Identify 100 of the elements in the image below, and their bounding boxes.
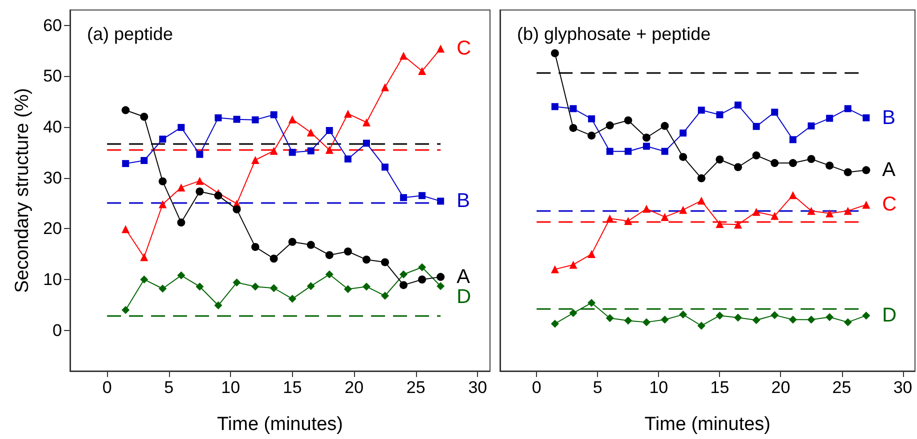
point bbox=[606, 214, 614, 222]
point bbox=[771, 108, 778, 116]
x-tick-label: 10 bbox=[649, 378, 668, 397]
point bbox=[177, 218, 186, 227]
x-tick-label: 30 bbox=[893, 378, 912, 397]
point bbox=[362, 256, 370, 264]
series-label: C bbox=[882, 194, 897, 216]
point bbox=[270, 146, 278, 155]
point bbox=[679, 152, 688, 161]
point bbox=[381, 83, 389, 92]
point bbox=[679, 206, 688, 214]
point bbox=[233, 116, 240, 123]
point bbox=[826, 114, 834, 122]
point bbox=[418, 263, 426, 272]
point bbox=[344, 248, 352, 256]
point bbox=[788, 191, 797, 200]
point bbox=[177, 183, 186, 192]
point bbox=[770, 212, 779, 220]
point bbox=[569, 260, 578, 269]
point bbox=[826, 313, 834, 322]
point bbox=[624, 148, 632, 155]
point bbox=[770, 311, 779, 320]
x-axis-title: Time (minutes) bbox=[217, 414, 343, 435]
point bbox=[716, 155, 724, 164]
point bbox=[788, 316, 797, 324]
x-tick-label: 20 bbox=[771, 378, 790, 397]
point bbox=[588, 132, 596, 140]
point bbox=[734, 102, 742, 109]
point bbox=[588, 298, 596, 307]
point bbox=[788, 159, 797, 168]
point bbox=[140, 157, 148, 164]
point bbox=[122, 225, 130, 234]
point bbox=[437, 198, 444, 205]
point bbox=[325, 251, 334, 260]
point bbox=[588, 115, 596, 122]
point bbox=[400, 281, 408, 290]
point bbox=[232, 278, 241, 287]
point bbox=[251, 242, 260, 251]
point bbox=[734, 163, 742, 172]
x-tick-label: 25 bbox=[406, 378, 426, 397]
point bbox=[606, 148, 614, 155]
point bbox=[679, 310, 688, 319]
point bbox=[270, 254, 278, 263]
point bbox=[178, 124, 185, 131]
point bbox=[140, 275, 148, 284]
point bbox=[807, 206, 816, 215]
y-tick-label: 20 bbox=[43, 219, 62, 238]
point bbox=[232, 205, 241, 214]
point bbox=[288, 238, 296, 246]
point bbox=[400, 194, 408, 202]
point bbox=[569, 124, 578, 132]
point bbox=[122, 160, 130, 168]
point bbox=[752, 208, 760, 216]
point bbox=[122, 306, 130, 314]
x-tick-label: 0 bbox=[102, 378, 112, 397]
point bbox=[196, 282, 204, 291]
series-label: B bbox=[882, 106, 896, 129]
point bbox=[344, 110, 352, 118]
point bbox=[196, 150, 204, 158]
series-label: B bbox=[456, 190, 470, 212]
point bbox=[270, 111, 278, 118]
point bbox=[306, 282, 315, 290]
point bbox=[660, 212, 669, 221]
series-label: C bbox=[456, 38, 472, 60]
point bbox=[400, 52, 408, 60]
point bbox=[680, 130, 687, 137]
point bbox=[158, 200, 167, 208]
point bbox=[325, 146, 334, 154]
point bbox=[661, 148, 668, 155]
point bbox=[550, 320, 559, 328]
x-tick-label: 5 bbox=[592, 378, 602, 397]
point bbox=[569, 309, 578, 318]
series-label: A bbox=[882, 159, 896, 182]
x-tick-label: 25 bbox=[832, 378, 852, 397]
point bbox=[624, 316, 632, 325]
y-tick-label: 10 bbox=[43, 270, 62, 289]
point bbox=[770, 159, 779, 168]
point bbox=[642, 142, 650, 150]
point bbox=[844, 168, 852, 176]
point bbox=[251, 156, 260, 164]
point bbox=[844, 318, 852, 326]
point bbox=[306, 240, 315, 249]
y-tick-label: 60 bbox=[43, 16, 62, 35]
point bbox=[808, 122, 815, 130]
point bbox=[177, 271, 186, 280]
series-label: D bbox=[882, 304, 897, 327]
point bbox=[140, 112, 148, 121]
point bbox=[251, 282, 260, 291]
point bbox=[716, 111, 724, 118]
point bbox=[214, 301, 222, 310]
x-tick-label: 0 bbox=[532, 378, 542, 397]
point bbox=[862, 200, 870, 209]
point bbox=[752, 151, 760, 160]
point bbox=[381, 292, 389, 300]
series-label: A bbox=[456, 266, 471, 288]
point bbox=[716, 220, 724, 228]
point bbox=[752, 122, 760, 130]
point bbox=[697, 322, 706, 330]
x-tick-label: 10 bbox=[221, 378, 240, 397]
point bbox=[344, 285, 352, 294]
